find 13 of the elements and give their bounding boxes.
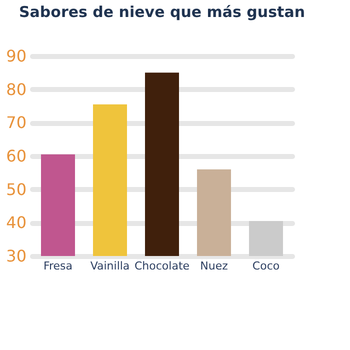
y-tick-label: 80 (6, 80, 26, 99)
y-tick-label: 70 (6, 113, 26, 132)
y-tick-label: 30 (6, 246, 26, 266)
y-tick-label: 60 (6, 146, 26, 166)
y-tick-label: 90 (6, 46, 26, 66)
x-tick-label: Coco (252, 260, 280, 272)
y-tick-label: 50 (6, 180, 26, 199)
y-tick-label: 40 (6, 213, 26, 232)
x-tick-label: Vainilla (90, 260, 130, 272)
x-tick-label: Chocolate (134, 260, 190, 272)
x-tick-label: Nuez (200, 260, 228, 272)
x-tick-label: Fresa (43, 260, 73, 272)
chart-title: Sabores de nieve que más gustan (18, 3, 306, 21)
